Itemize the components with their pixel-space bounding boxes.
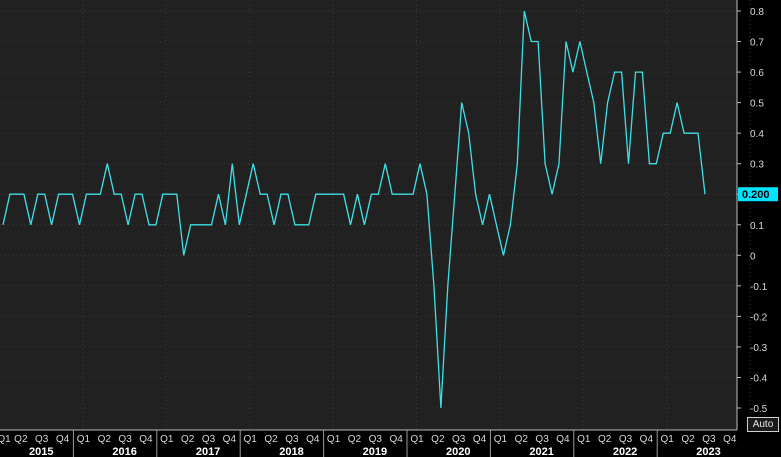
series-layer (2, 10, 706, 409)
x-year-label: 2018 (279, 446, 303, 457)
x-axis-band (0, 431, 781, 457)
x-quarter-label: Q4 (723, 434, 737, 445)
y-tick-label: -0.1 (750, 282, 768, 293)
x-year-label: 2023 (696, 446, 720, 457)
x-quarter-label: Q2 (681, 434, 695, 445)
x-quarter-label: Q4 (473, 434, 487, 445)
x-quarter-label: Q3 (369, 434, 383, 445)
x-year-label: 2021 (529, 446, 553, 457)
y-tick-label: -0.2 (750, 312, 768, 323)
last-value-marker: 0.200 (738, 187, 778, 202)
x-quarter-label: Q4 (640, 434, 654, 445)
x-year-label: 2015 (29, 446, 53, 457)
x-quarter-label: Q1 (661, 434, 675, 445)
x-quarter-label: Q2 (98, 434, 112, 445)
y-tick-label: 0.7 (750, 38, 764, 49)
x-quarter-label: Q1 (577, 434, 591, 445)
series-line (2, 10, 706, 409)
grid (0, 0, 751, 430)
x-quarter-label: Q3 (285, 434, 299, 445)
x-quarter-label: Q3 (35, 434, 49, 445)
x-quarter-label: Q2 (515, 434, 529, 445)
x-quarter-label: Q1 (327, 434, 341, 445)
y-tick-label: 0.3 (750, 160, 764, 171)
x-year-label: 2016 (112, 446, 136, 457)
x-quarter-label: Q4 (56, 434, 70, 445)
x-quarter-label: Q1 (244, 434, 258, 445)
x-quarter-label: Q2 (431, 434, 445, 445)
x-quarter-label: Q4 (306, 434, 320, 445)
x-axis: Q1 Q2 Q3 Q4 Q1 Q2 Q3 Q4 Q1 Q2 Q3 Q4 Q1 Q2 Q3 Q4 Q1 Q2 Q3 Q4… (0, 429, 781, 457)
x-quarter-label: Q3 (619, 434, 633, 445)
y-tick-label: 0.1 (750, 221, 764, 232)
last-value-label: 0.200 (742, 189, 770, 201)
x-quarter-label: Q1 (160, 434, 174, 445)
y-tick-label: 0 (750, 251, 756, 262)
x-quarter-label: Q1 (0, 434, 11, 445)
y-tick-label: 0.8 (750, 7, 764, 18)
last-value-box (738, 187, 778, 202)
x-quarter-label: Q3 (535, 434, 549, 445)
x-quarter-label: Q1 (494, 434, 508, 445)
x-year-label: 2020 (446, 446, 470, 457)
x-quarter-label: Q1 (77, 434, 91, 445)
x-quarter-label: Q4 (139, 434, 153, 445)
x-quarter-label: Q4 (389, 434, 403, 445)
y-tick-label: -0.4 (750, 373, 768, 384)
x-quarter-label: Q2 (598, 434, 612, 445)
x-quarter-label: Q3 (452, 434, 466, 445)
x-quarter-label: Q3 (202, 434, 216, 445)
plot-background (0, 0, 737, 430)
x-quarter-label: Q4 (223, 434, 237, 445)
x-quarter-label: Q2 (181, 434, 195, 445)
x-quarter-label: Q2 (348, 434, 362, 445)
x-year-label: 2022 (613, 446, 637, 457)
x-quarter-label: Q1 (410, 434, 424, 445)
x-quarter-label: Q2 (264, 434, 278, 445)
x-quarter-label: Q3 (118, 434, 132, 445)
y-tick-label: -0.3 (750, 343, 768, 354)
y-axis: 0.80.70.60.50.40.30.20.10-0.1-0.2-0.3-0.… (736, 0, 768, 430)
y-tick-label: -0.5 (750, 404, 768, 415)
y-tick-label: 0.6 (750, 68, 764, 79)
x-quarter-label: Q4 (556, 434, 570, 445)
y-tick-label: 0.4 (750, 129, 764, 140)
x-year-label: 2017 (196, 446, 220, 457)
auto-scale-button[interactable]: Auto (747, 417, 779, 432)
x-quarter-label: Q3 (702, 434, 716, 445)
x-quarter-label: Q2 (14, 434, 28, 445)
x-year-label: 2019 (363, 446, 387, 457)
y-tick-label: 0.5 (750, 99, 764, 110)
